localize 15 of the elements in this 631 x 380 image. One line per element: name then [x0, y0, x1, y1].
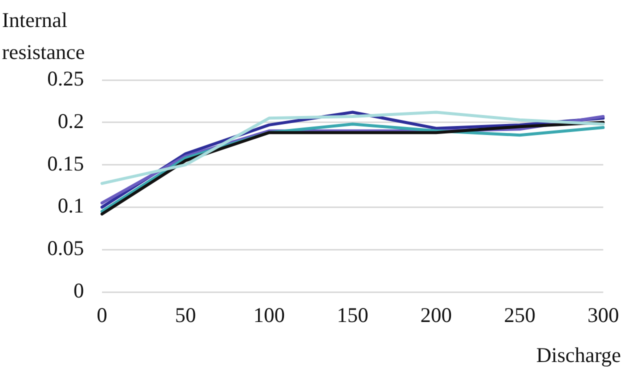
y-tick-label: 0.2: [58, 108, 84, 133]
y-tick-label: 0.15: [47, 151, 84, 176]
y-axis-title: Internal resistance: [2, 7, 86, 66]
x-tick-label: 50: [175, 303, 196, 328]
x-tick-label: 300: [588, 303, 619, 328]
y-tick-label: 0.1: [58, 194, 84, 218]
x-tick-label: 150: [336, 303, 368, 328]
x-axis-title: Discharge: [536, 343, 621, 368]
x-tick-label: 100: [253, 303, 285, 328]
y-tick-label: 0: [74, 278, 84, 303]
y-tick-label: 0.25: [47, 66, 84, 91]
y-tick-label: 0.05: [47, 236, 84, 260]
x-tick-label: 250: [504, 303, 536, 328]
x-tick-label: 0: [96, 303, 108, 328]
x-tick-label: 200: [420, 303, 452, 328]
